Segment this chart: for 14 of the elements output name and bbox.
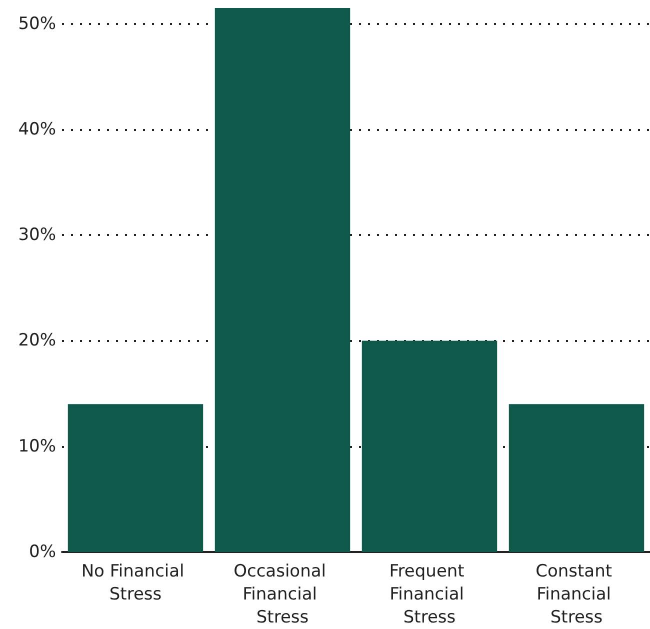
- x-tick-label: No Financial Stress: [81, 562, 190, 604]
- x-tick-label: Constant Financial Stress: [536, 562, 618, 628]
- bar: [362, 340, 498, 552]
- y-tick-label: 30%: [18, 225, 56, 246]
- bar: [68, 404, 204, 552]
- bar: [508, 404, 644, 552]
- y-tick-label: 50%: [18, 14, 56, 34]
- bar: [214, 8, 350, 552]
- y-tick-label: 20%: [18, 330, 56, 351]
- y-tick-label: 10%: [18, 436, 56, 456]
- x-tick-label: Frequent Financial Stress: [389, 562, 470, 628]
- y-tick-label: 40%: [18, 119, 56, 140]
- x-tick-label: Occasional Financial Stress: [234, 562, 332, 628]
- y-tick-label: 0%: [29, 542, 56, 562]
